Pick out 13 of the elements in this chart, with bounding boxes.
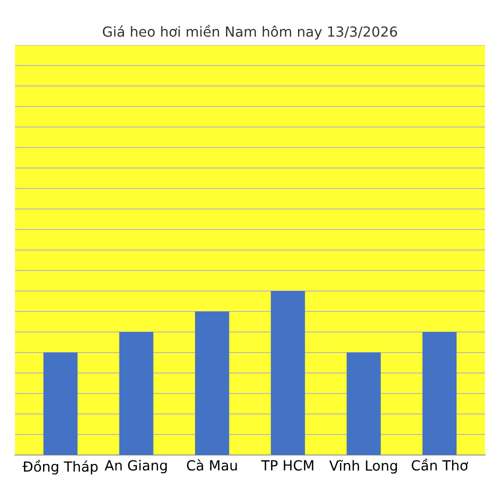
x-tick-label: An Giang <box>104 460 167 474</box>
bar <box>270 291 305 455</box>
bar <box>43 352 78 455</box>
x-tick-label: Cần Thơ <box>412 458 468 471</box>
x-tick-label: Vĩnh Long <box>329 460 397 474</box>
bar <box>422 332 457 455</box>
x-tick-label: Cà Mau <box>186 459 237 471</box>
bar <box>346 352 381 455</box>
x-tick-label: TP HCM <box>261 460 314 471</box>
chart-title: Giá heo hơi miền Nam hôm nay 13/3/2026 <box>102 24 398 40</box>
bar <box>195 312 230 455</box>
x-tick-label: Đồng Tháp <box>22 460 98 474</box>
bar <box>119 332 154 455</box>
